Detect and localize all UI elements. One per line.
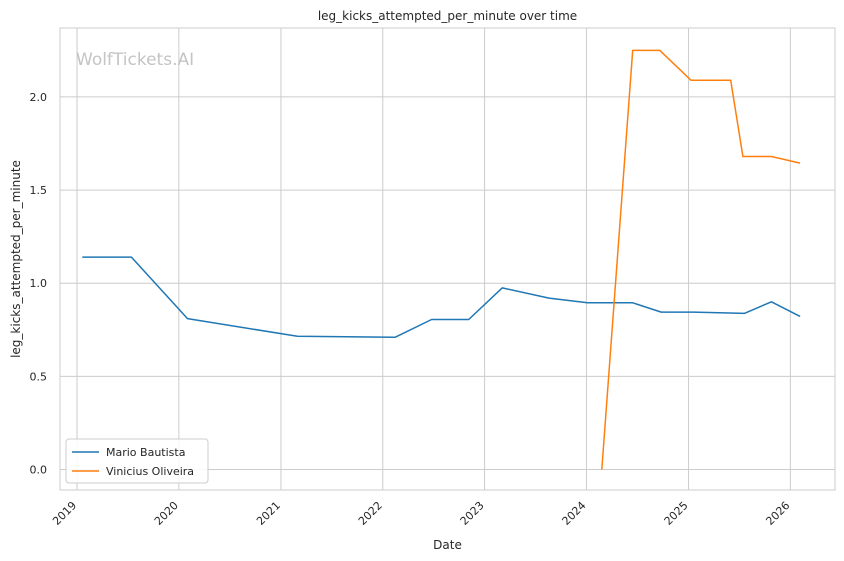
watermark: WolfTickets.AI xyxy=(76,50,194,70)
x-tick-label: 2020 xyxy=(152,499,181,528)
series-layer xyxy=(82,49,801,470)
x-tick-label: 2023 xyxy=(458,499,487,528)
legend-label-mario-bautista: Mario Bautista xyxy=(106,446,185,459)
x-tick-label: 2021 xyxy=(254,499,283,528)
x-tick-label: 2026 xyxy=(763,499,792,528)
x-tick-label: 2025 xyxy=(662,499,691,528)
y-tick-label: 0.0 xyxy=(30,464,48,477)
chart-title: leg_kicks_attempted_per_minute over time xyxy=(318,9,577,23)
series-line-vinicius-oliveira xyxy=(601,49,801,470)
y-tick-label: 0.5 xyxy=(30,370,48,383)
y-tick-label: 1.5 xyxy=(30,184,48,197)
legend-box xyxy=(65,438,209,484)
x-tick-label: 2024 xyxy=(560,499,589,528)
y-tick-labels: 0.0 0.5 1.0 1.5 2.0 xyxy=(30,91,48,477)
y-axis-title: leg_kicks_attempted_per_minute xyxy=(9,160,23,358)
legend-label-vinicius-oliveira: Vinicius Oliveira xyxy=(106,465,194,478)
plot-area xyxy=(60,28,835,490)
plot-frame xyxy=(59,27,836,491)
y-tick-label: 1.0 xyxy=(30,277,48,290)
x-axis-title: Date xyxy=(433,538,462,552)
series-line-mario-bautista xyxy=(82,256,801,338)
legend: Mario Bautista Vinicius Oliveira xyxy=(65,438,209,484)
x-tick-label: 2019 xyxy=(50,499,79,528)
x-tick-labels: 2019 2020 2021 2022 2023 2024 2025 2026 xyxy=(50,499,792,528)
x-tick-label: 2022 xyxy=(356,499,385,528)
y-tick-label: 2.0 xyxy=(30,91,48,104)
